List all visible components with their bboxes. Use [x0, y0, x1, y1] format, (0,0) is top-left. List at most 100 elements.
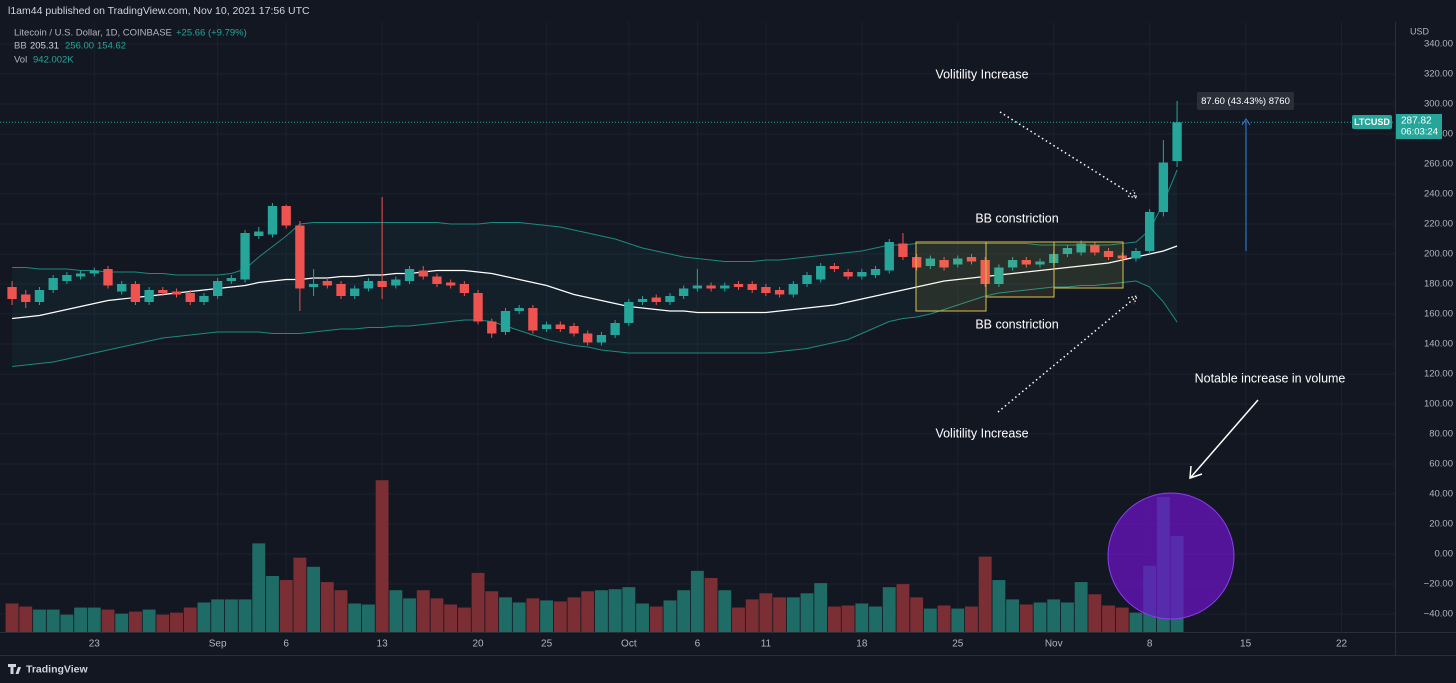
candle-body: [295, 225, 305, 289]
publisher: l1am44 published on TradingView.com, Nov…: [8, 5, 310, 17]
volume-bar: [1129, 612, 1143, 632]
candle-body: [816, 266, 826, 280]
volume-bar: [320, 582, 334, 632]
legend-change: +25.66 (+9.79%): [176, 28, 247, 39]
candle-body: [596, 335, 607, 343]
volume-bar: [869, 606, 882, 632]
y-tick-label: 0.00: [1435, 549, 1454, 560]
candle-body: [144, 290, 154, 303]
constriction-box: [985, 241, 1055, 298]
measure-arrow: [1241, 118, 1251, 126]
volume-bar: [183, 607, 197, 632]
volume-bar: [1102, 605, 1115, 632]
annotation: Notable increase in volume: [1195, 371, 1346, 385]
x-tick-label: 6: [695, 639, 701, 650]
volume-bar: [540, 600, 554, 632]
volume-bar: [704, 578, 718, 632]
volume-bar: [512, 602, 526, 632]
volume-bar: [718, 590, 732, 632]
volume-bar: [1006, 599, 1020, 632]
volume-bar: [663, 600, 677, 632]
volume-bar: [499, 597, 512, 632]
volume-bar: [745, 599, 759, 632]
candle-body: [1158, 162, 1169, 213]
volume-bar: [224, 599, 238, 632]
arrow-head: [1127, 295, 1139, 305]
volume-bar: [33, 609, 46, 632]
candle-body: [308, 284, 319, 288]
candle-body: [158, 290, 168, 294]
volume-bar: [1115, 607, 1129, 632]
candle-body: [953, 258, 963, 265]
candle-body: [1172, 122, 1182, 162]
candle-body: [898, 243, 908, 258]
volume-bar: [1047, 599, 1061, 632]
constriction-box: [915, 241, 987, 312]
candle-body: [377, 281, 387, 288]
candle-body: [459, 284, 470, 294]
volume-bar: [526, 598, 540, 632]
volume-bar: [594, 590, 608, 632]
volume-bar: [457, 607, 471, 632]
candle-body: [21, 294, 31, 303]
annotation: Volitility Increase: [935, 426, 1028, 440]
legend-vol: Vol: [14, 55, 27, 66]
candle-body: [829, 266, 840, 270]
x-tick-label: 23: [89, 639, 101, 650]
volume-bar: [334, 590, 348, 632]
volume-bar: [238, 599, 252, 632]
candle-body: [487, 321, 497, 334]
candle-body: [925, 258, 936, 267]
arrow-head: [1189, 465, 1203, 480]
y-tick-label: 260.00: [1424, 159, 1453, 170]
volume-bar: [786, 597, 800, 632]
countdown: 06:03:24: [1401, 127, 1438, 138]
volume-bar: [882, 587, 896, 632]
candle-body: [911, 257, 922, 268]
candle-body: [637, 299, 648, 303]
candle-body: [473, 293, 483, 322]
volume-bar: [553, 601, 567, 632]
legend-bb-basis: 205.31: [30, 41, 59, 52]
candle-body: [7, 287, 17, 300]
annotation: Volitility Increase: [935, 67, 1028, 81]
volume-bar: [622, 587, 636, 632]
y-tick-label: 200.00: [1424, 249, 1453, 260]
volume-bar: [485, 591, 499, 632]
volume-bar: [732, 607, 745, 632]
volume-bar: [608, 589, 622, 632]
candle-body: [528, 308, 538, 331]
volume-bar: [1019, 604, 1033, 632]
candle-body: [1103, 251, 1114, 258]
legend-vol-value: 942.002K: [33, 55, 74, 66]
volume-bar: [855, 603, 869, 632]
y-tick-label: 240.00: [1424, 189, 1453, 200]
x-tick-label: 25: [541, 639, 553, 650]
candle-body: [336, 284, 346, 297]
x-tick-label: 13: [377, 639, 389, 650]
legend-bb: BB: [14, 41, 27, 52]
x-tick-label: 20: [473, 639, 485, 650]
y-tick-label: 340.00: [1424, 39, 1453, 50]
candle-body: [843, 272, 853, 277]
volume-bar: [142, 609, 156, 632]
highlight-circle: [1107, 492, 1235, 620]
symbol-tag: [1352, 115, 1392, 129]
volume-bar: [279, 580, 293, 632]
candle-body: [857, 272, 867, 277]
bb-upper: [12, 169, 1178, 276]
candle-body: [322, 281, 332, 286]
candle-body: [774, 290, 785, 295]
annotation: BB constriction: [975, 211, 1058, 225]
candle-body: [870, 269, 881, 276]
candle-body: [281, 206, 291, 226]
measure-box: [1197, 92, 1294, 110]
volume-bar: [567, 597, 581, 632]
bollinger-bands: [12, 169, 1178, 367]
candle-body: [75, 273, 86, 277]
legend-bb-lower: 154.62: [97, 41, 126, 52]
volume-bar: [759, 593, 773, 632]
volume-bar: [1060, 602, 1074, 632]
volume-bar: [74, 607, 88, 632]
